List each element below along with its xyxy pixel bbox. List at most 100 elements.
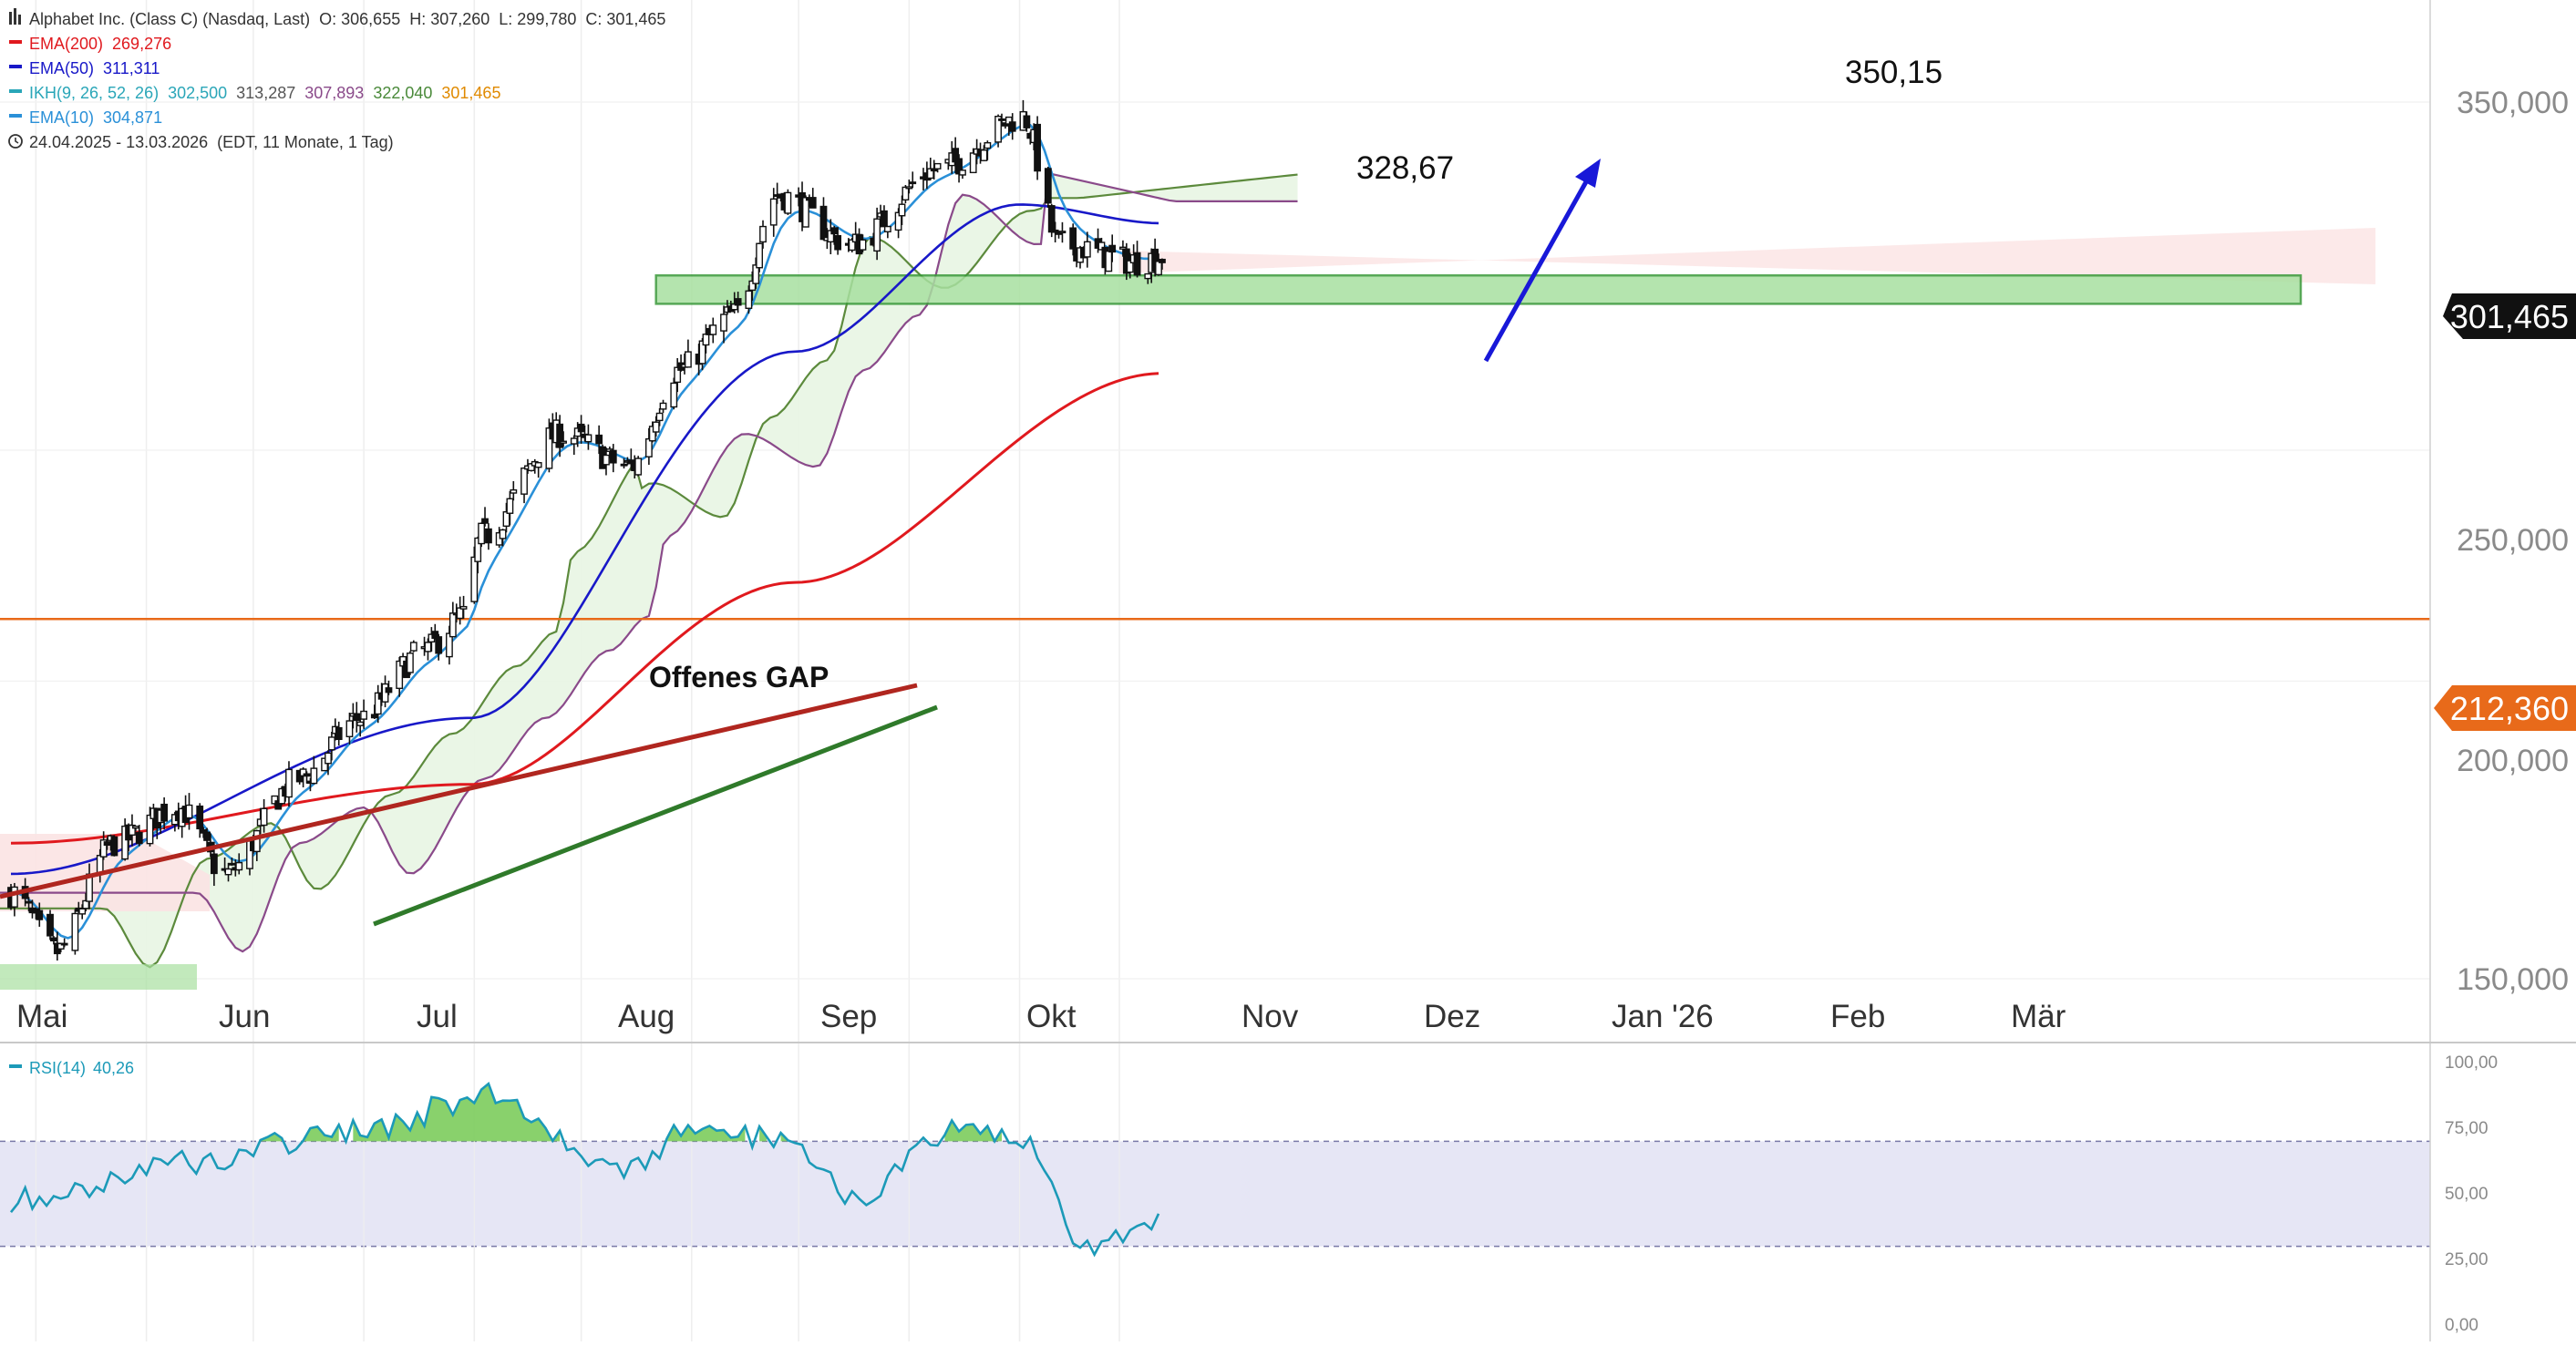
last-price-value: 301,465 xyxy=(2450,298,2569,335)
up-arrow-line xyxy=(1483,177,1591,363)
candle xyxy=(652,416,660,437)
candle xyxy=(873,207,881,261)
month-label-jan: Jan '26 xyxy=(1612,999,1714,1034)
legend-value: 313,287 xyxy=(236,84,295,102)
title-row: Alphabet Inc. (Class C) (Nasdaq, Last) O:… xyxy=(9,8,665,28)
month-label-jul: Jul xyxy=(417,999,458,1034)
rsi-tick-50: 50,00 xyxy=(2445,1185,2488,1204)
legend-label: EMA(10) xyxy=(29,108,94,127)
bars-icon xyxy=(9,12,12,25)
candle xyxy=(485,523,492,550)
candle xyxy=(1105,251,1113,272)
clock-icon xyxy=(8,134,23,149)
rsi-tick-75: 75,00 xyxy=(2445,1119,2488,1138)
highlight-zones xyxy=(0,274,2430,990)
candle xyxy=(756,242,764,272)
last-price-badge: 301,465 xyxy=(2443,293,2576,339)
candle xyxy=(478,522,486,548)
candle xyxy=(481,507,489,527)
candle xyxy=(898,195,906,225)
legend-value: 304,871 xyxy=(103,108,162,127)
candle xyxy=(655,408,664,426)
candle xyxy=(11,882,18,917)
rsi-axis: 100,00 75,00 50,00 25,00 0,00 xyxy=(2445,1053,2498,1335)
svg-text:EMA(10)304,871: EMA(10) 304,871 xyxy=(29,108,162,127)
candle xyxy=(520,467,528,504)
candle xyxy=(260,798,268,833)
candle xyxy=(1069,223,1077,256)
month-label-feb: Feb xyxy=(1830,999,1885,1034)
candle xyxy=(534,462,542,478)
candle xyxy=(784,189,792,215)
price-tick-350: 350,000 xyxy=(2457,86,2569,120)
candle xyxy=(834,227,842,255)
svg-text:EMA(50)311,311: EMA(50) 311,311 xyxy=(29,59,160,77)
level-badge: 212,360 xyxy=(2434,685,2576,731)
date-range: 24.04.2025 - 13.03.2026 xyxy=(29,133,208,151)
candle xyxy=(448,601,457,638)
candle xyxy=(407,651,414,675)
price-tick-200: 200,000 xyxy=(2457,744,2569,778)
time-axis: Mai Jun Jul Aug Sep Okt Nov Dez Jan '26 … xyxy=(16,999,2066,1034)
svg-text:Alphabet Inc. (Class C) (Nasda: Alphabet Inc. (Class C) (Nasdaq, Last) O:… xyxy=(29,10,665,28)
month-label-sep: Sep xyxy=(820,999,877,1034)
rsi-line xyxy=(9,1082,1160,1258)
support-zone xyxy=(654,274,2303,305)
legend-label: IKH(9, 26, 52, 26) xyxy=(29,84,159,102)
candle xyxy=(670,377,678,410)
candle xyxy=(674,357,682,393)
candle xyxy=(1083,231,1091,268)
candle xyxy=(984,140,992,160)
candle xyxy=(752,257,760,289)
candle xyxy=(110,835,118,857)
month-label-aug: Aug xyxy=(618,999,675,1034)
candle xyxy=(603,447,610,476)
candle xyxy=(609,444,617,473)
rsi-tick-100: 100,00 xyxy=(2445,1053,2498,1073)
legend-row-2: IKH(9, 26, 52, 26) 302,500 313,287 307,893 3… xyxy=(9,84,500,102)
candle xyxy=(702,324,710,354)
candle xyxy=(135,825,143,847)
candle xyxy=(685,339,692,368)
month-label-okt: Okt xyxy=(1026,999,1077,1034)
candle xyxy=(769,188,778,237)
price-tick-150: 150,000 xyxy=(2457,962,2569,997)
up-arrow-head-icon xyxy=(1575,159,1601,188)
candle xyxy=(510,481,518,501)
candle xyxy=(46,909,54,940)
legend-row-1: EMA(50) 311,311 xyxy=(9,59,160,77)
annotation-peak-1: 328,67 xyxy=(1356,150,1454,186)
candle xyxy=(271,795,279,806)
resistance-trendline xyxy=(0,683,918,899)
candle xyxy=(1108,234,1117,262)
candle xyxy=(809,188,817,209)
candle xyxy=(60,938,68,948)
legend-label: EMA(200) xyxy=(29,35,103,53)
candle xyxy=(36,902,44,927)
svg-text:EMA(200)269,276: EMA(200) 269,276 xyxy=(29,35,171,53)
annotation-peak-2: 350,15 xyxy=(1845,55,1942,90)
candle xyxy=(285,761,293,807)
candle xyxy=(955,154,963,183)
candle xyxy=(734,292,742,313)
month-label-jun: Jun xyxy=(219,999,270,1034)
candle xyxy=(499,529,507,547)
candle xyxy=(859,234,867,252)
month-label-dez: Dez xyxy=(1424,999,1480,1034)
rsi-value: 40,26 xyxy=(93,1059,134,1077)
ohlc-values: O: 306,655 H: 307,260 L: 299,780 C: 301,… xyxy=(319,10,665,28)
legend-swatch xyxy=(9,65,22,68)
instrument-title: Alphabet Inc. (Class C) (Nasdaq, Last) xyxy=(29,10,310,28)
legend-value: 322,040 xyxy=(373,84,432,102)
legend-label: EMA(50) xyxy=(29,59,94,77)
candle xyxy=(1126,252,1134,279)
legend-row-0: EMA(200) 269,276 xyxy=(9,35,171,53)
legend-value: 307,893 xyxy=(304,84,364,102)
candle xyxy=(933,162,942,173)
candle xyxy=(998,113,1005,123)
candle xyxy=(1034,116,1041,180)
candle xyxy=(224,862,232,882)
candle xyxy=(802,195,809,228)
